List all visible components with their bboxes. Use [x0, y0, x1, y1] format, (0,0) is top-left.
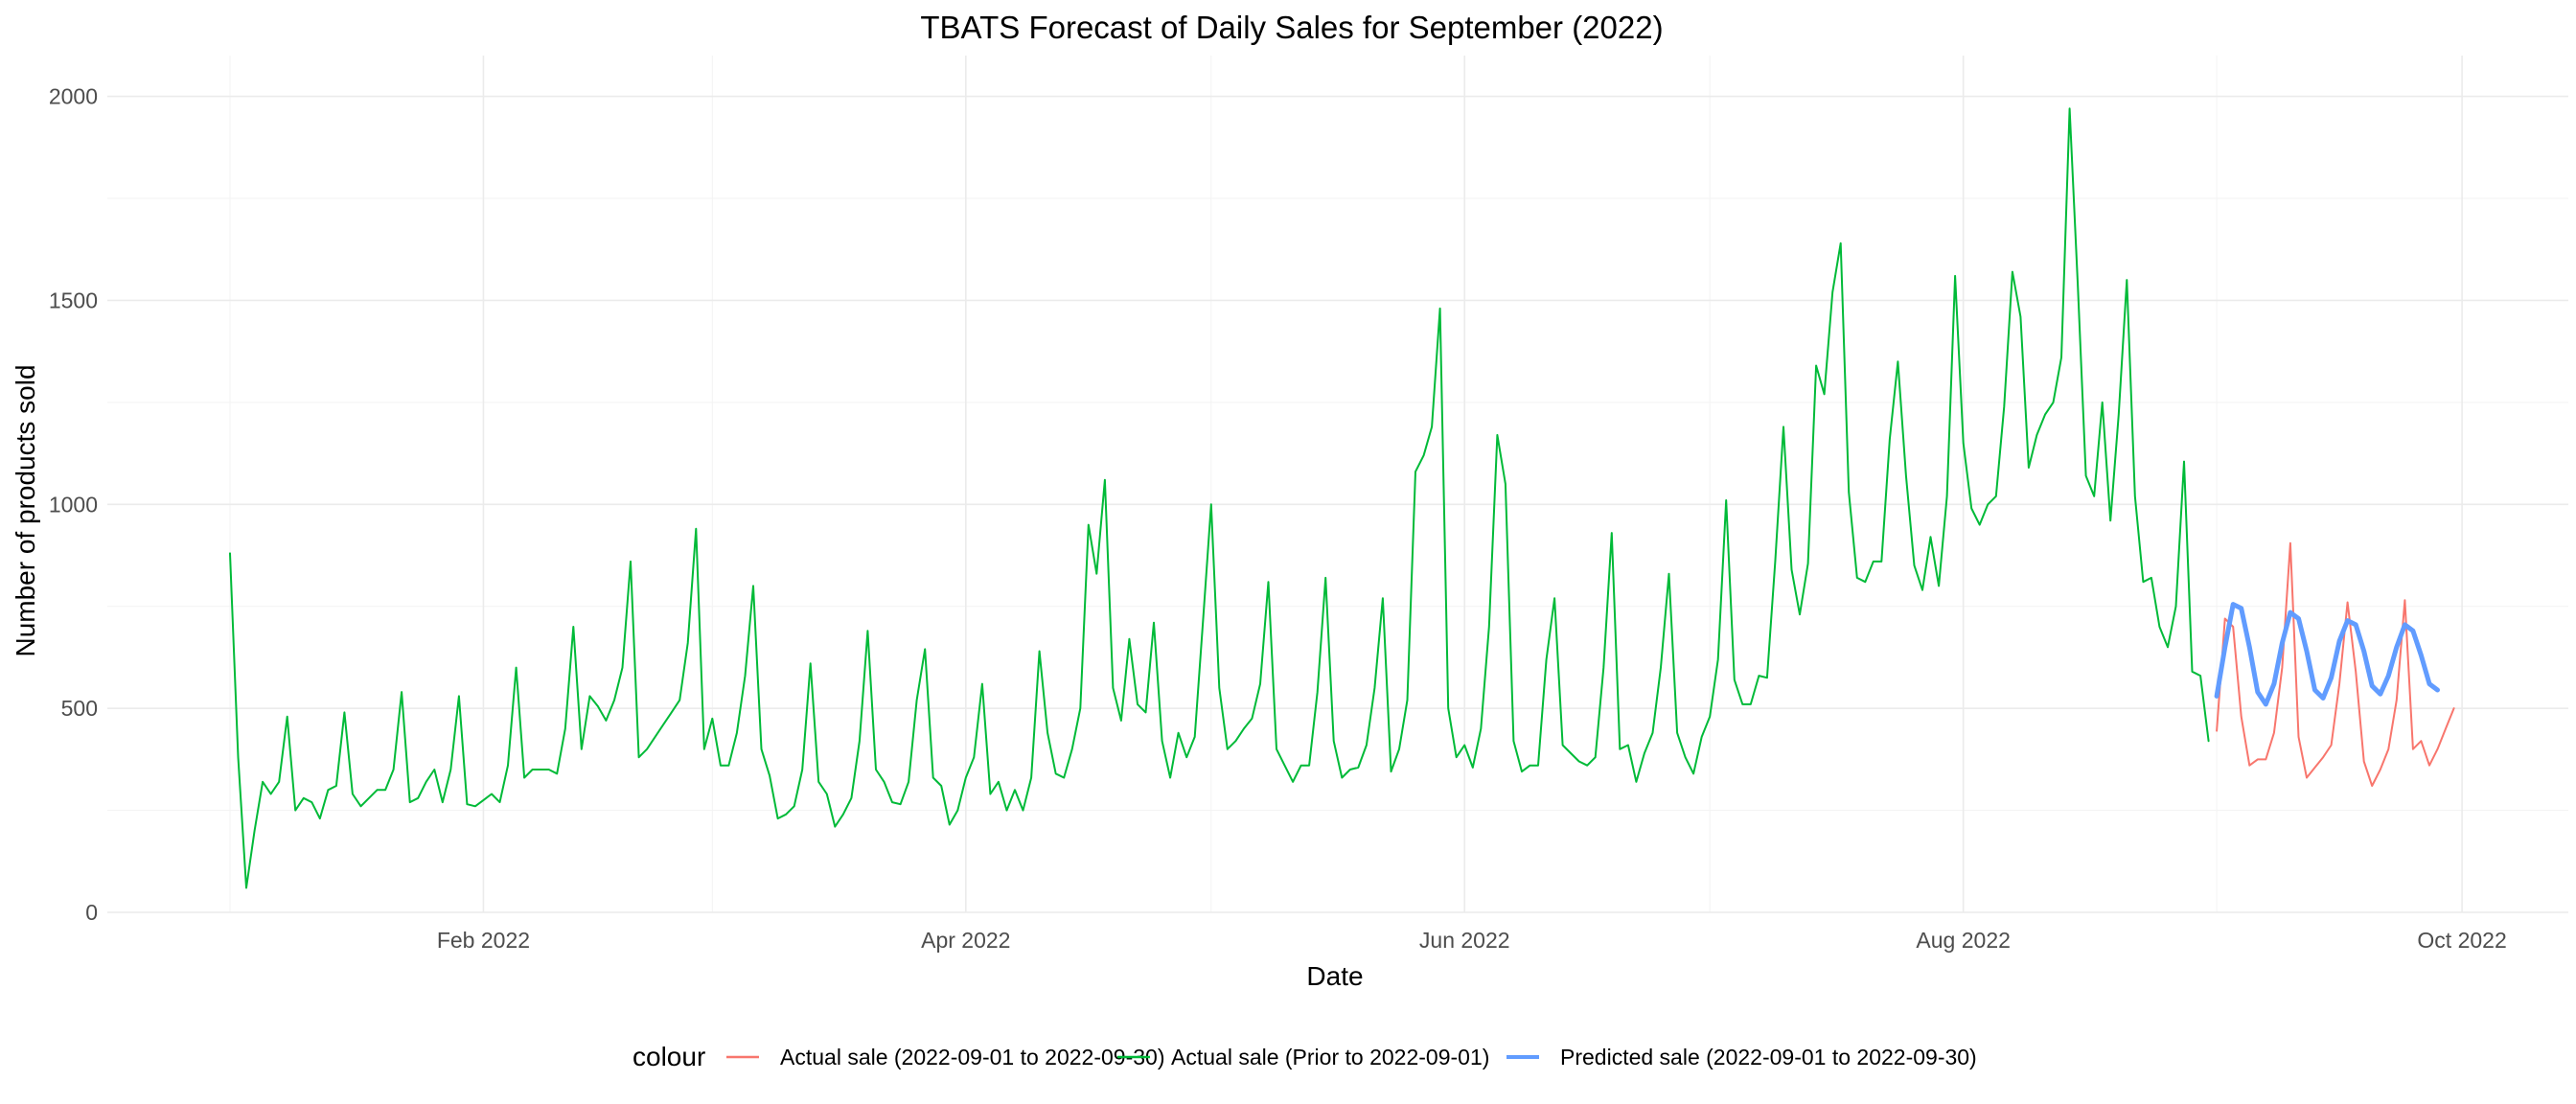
- legend-entry: Actual sale (2022-09-01 to 2022-09-30): [726, 1045, 1164, 1070]
- legend-label: Actual sale (2022-09-01 to 2022-09-30): [780, 1045, 1164, 1070]
- x-tick-label: Oct 2022: [2417, 928, 2506, 953]
- series-line-actual-sale-2022-09-01-to-2022-09-30: [2216, 541, 2455, 787]
- y-axis-tick-labels: 0 500 1000 1500 2000: [49, 84, 98, 925]
- chart-title: TBATS Forecast of Daily Sales for Septem…: [920, 10, 1663, 45]
- y-tick-label: 1000: [49, 492, 98, 517]
- y-tick-label: 500: [61, 696, 98, 721]
- x-tick-label: Jun 2022: [1419, 928, 1510, 953]
- x-axis-tick-labels: Feb 2022 Apr 2022 Jun 2022 Aug 2022 Oct 2022: [437, 928, 2507, 953]
- x-tick-label: Feb 2022: [437, 928, 530, 953]
- grid: [107, 56, 2568, 913]
- y-axis-title: Number of products sold: [11, 364, 40, 656]
- y-tick-label: 2000: [49, 84, 98, 109]
- legend-entry: Actual sale (Prior to 2022-09-01): [1117, 1045, 1489, 1070]
- legend-label: Predicted sale (2022-09-01 to 2022-09-30…: [1560, 1045, 1977, 1070]
- legend-label: Actual sale (Prior to 2022-09-01): [1171, 1045, 1489, 1070]
- legend: colour Actual sale (2022-09-01 to 2022-0…: [632, 1042, 1977, 1071]
- x-axis-title: Date: [1306, 961, 1363, 991]
- series-line-actual-sale-prior-to-2022-09-01: [229, 107, 2210, 889]
- series-layer: [229, 107, 2455, 889]
- x-tick-label: Apr 2022: [921, 928, 1010, 953]
- x-tick-label: Aug 2022: [1916, 928, 2010, 953]
- legend-title: colour: [632, 1042, 705, 1071]
- series-line-predicted-sale-2022-09-01-to-2022-09-30: [2214, 602, 2440, 707]
- y-tick-label: 1500: [49, 288, 98, 312]
- legend-entry: Predicted sale (2022-09-01 to 2022-09-30…: [1506, 1045, 1977, 1070]
- y-tick-label: 0: [85, 900, 98, 925]
